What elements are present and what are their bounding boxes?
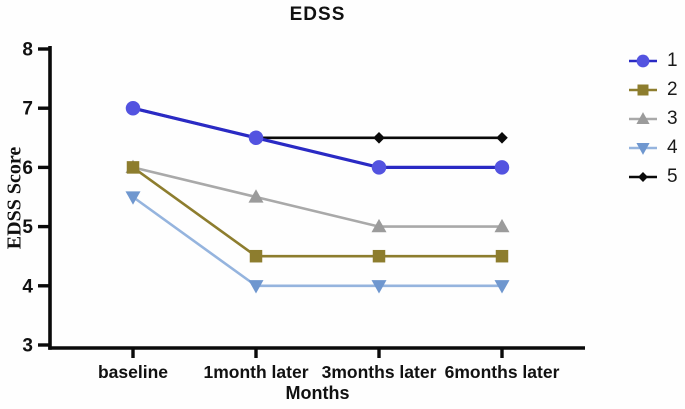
data-point-series-1	[494, 160, 510, 175]
y-tick-label: 6	[22, 158, 33, 179]
triangle-up-legend-marker-icon	[629, 111, 657, 124]
data-point-series-1	[371, 160, 387, 175]
data-point-series-2	[249, 249, 263, 263]
x-tick-label: 6months later	[445, 362, 560, 382]
triangle-down-legend-marker-icon	[629, 142, 657, 155]
y-tick-label: 8	[22, 40, 33, 61]
legend-item-5: 5	[628, 167, 678, 186]
data-point-series-4	[248, 280, 264, 294]
legend-label: 1	[667, 50, 678, 71]
y-tick-label: 4	[22, 276, 33, 297]
data-point-series-1	[125, 100, 141, 116]
series-2-line	[132, 166, 502, 258]
x-tick-label: 1month later	[203, 362, 308, 382]
series-4-line	[132, 195, 502, 288]
y-tick-label: 5	[22, 217, 33, 238]
circle-legend-marker-icon	[629, 54, 657, 67]
data-point-series-4	[125, 191, 141, 205]
legend-label: 2	[667, 79, 678, 100]
x-tick-label: baseline	[98, 362, 168, 382]
x-axis-label: Months	[285, 383, 350, 403]
triangle-up-glyph	[636, 111, 650, 124]
legend-label: 4	[667, 137, 678, 158]
legend-item-1: 1	[628, 51, 678, 70]
legend-label: 3	[667, 108, 678, 129]
square-glyph	[637, 84, 649, 95]
data-point-series-1	[248, 130, 264, 146]
legend-item-3: 3	[628, 109, 678, 128]
y-tick-label: 7	[22, 99, 33, 120]
legend-item-4: 4	[628, 138, 678, 157]
chart-title: EDSS	[289, 4, 346, 25]
data-point-series-3	[494, 218, 510, 233]
data-point-series-3	[371, 218, 387, 233]
data-point-series-4	[371, 280, 387, 294]
data-point-series-2	[372, 249, 386, 263]
triangle-down-glyph	[636, 142, 650, 155]
data-point-series-5	[373, 132, 385, 144]
circle-glyph	[636, 54, 650, 67]
series-1-line	[132, 106, 502, 169]
data-point-series-2	[126, 161, 140, 174]
legend: 1 2 3 4 5	[628, 51, 678, 186]
x-tick-label: 3months later	[322, 362, 437, 382]
legend-item-2: 2	[628, 80, 678, 99]
square-legend-marker-icon	[629, 84, 657, 95]
data-point-series-3	[248, 189, 264, 203]
data-point-series-2	[495, 249, 509, 263]
diamond-legend-marker-icon	[629, 171, 657, 182]
series-3-line	[132, 166, 502, 228]
diamond-glyph	[638, 171, 648, 182]
legend-label: 5	[667, 166, 678, 187]
data-point-series-5	[496, 132, 508, 144]
data-point-series-4	[494, 280, 510, 294]
y-tick-label: 3	[22, 336, 33, 357]
